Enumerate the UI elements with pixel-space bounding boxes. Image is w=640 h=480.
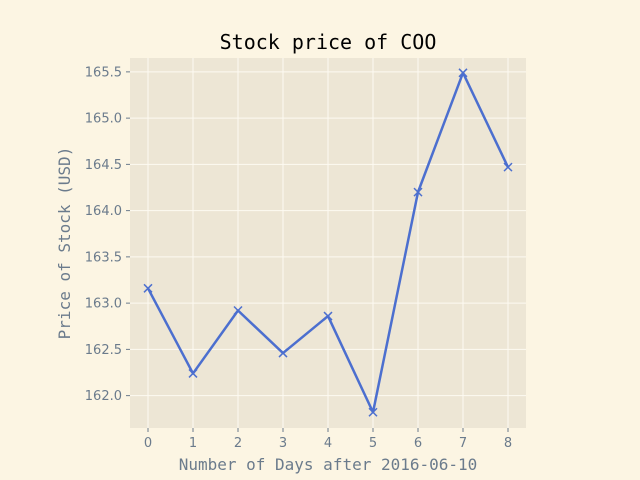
data-point [233, 305, 243, 316]
y-tick-label: 162.5 [85, 343, 122, 358]
data-point-marker [188, 368, 198, 378]
data-point [323, 311, 333, 321]
y-axis-label: Price of Stock (USD) [55, 147, 74, 340]
data-point-marker [413, 187, 423, 197]
data-point [503, 162, 513, 172]
data-point [188, 368, 198, 378]
y-tick-label: 163.0 [85, 297, 122, 312]
x-tick-label: 6 [414, 436, 422, 451]
data-point-marker [323, 311, 333, 321]
data-point-marker [233, 305, 243, 316]
y-tick-label: 162.0 [85, 389, 122, 404]
x-tick-label: 0 [144, 436, 152, 451]
data-point-marker [368, 407, 378, 417]
x-tick-label: 7 [459, 436, 467, 451]
x-tick-label: 8 [504, 436, 512, 451]
ticks: 0 1 2 3 4 5 6 7 8 162.0 162.5 163.0 163.5 164.0 164.5 1… [85, 65, 512, 451]
y-tick-label: 163.5 [85, 250, 122, 265]
data-point [278, 348, 288, 358]
x-tick-label: 5 [369, 436, 377, 451]
data-point-marker [278, 348, 288, 358]
data-point [413, 187, 423, 197]
data-point-marker [458, 68, 468, 78]
x-tick-label: 1 [189, 436, 197, 451]
data-point-marker [143, 283, 153, 293]
data-point [368, 407, 378, 417]
series [143, 68, 513, 417]
data-point [143, 283, 153, 293]
x-axis-label: Number of Days after 2016-06-10 [179, 455, 478, 474]
y-tick-label: 164.0 [85, 204, 122, 219]
x-tick-label: 2 [234, 436, 242, 451]
chart-title: Stock price of COO [220, 30, 437, 54]
x-tick-label: 4 [324, 436, 332, 451]
y-tick-label: 164.5 [85, 158, 122, 173]
grid [130, 58, 526, 428]
y-tick-label: 165.5 [85, 65, 122, 80]
data-point-marker [503, 162, 513, 172]
x-tick-label: 3 [279, 436, 287, 451]
y-tick-label: 165.0 [85, 112, 122, 127]
data-point [458, 68, 468, 78]
